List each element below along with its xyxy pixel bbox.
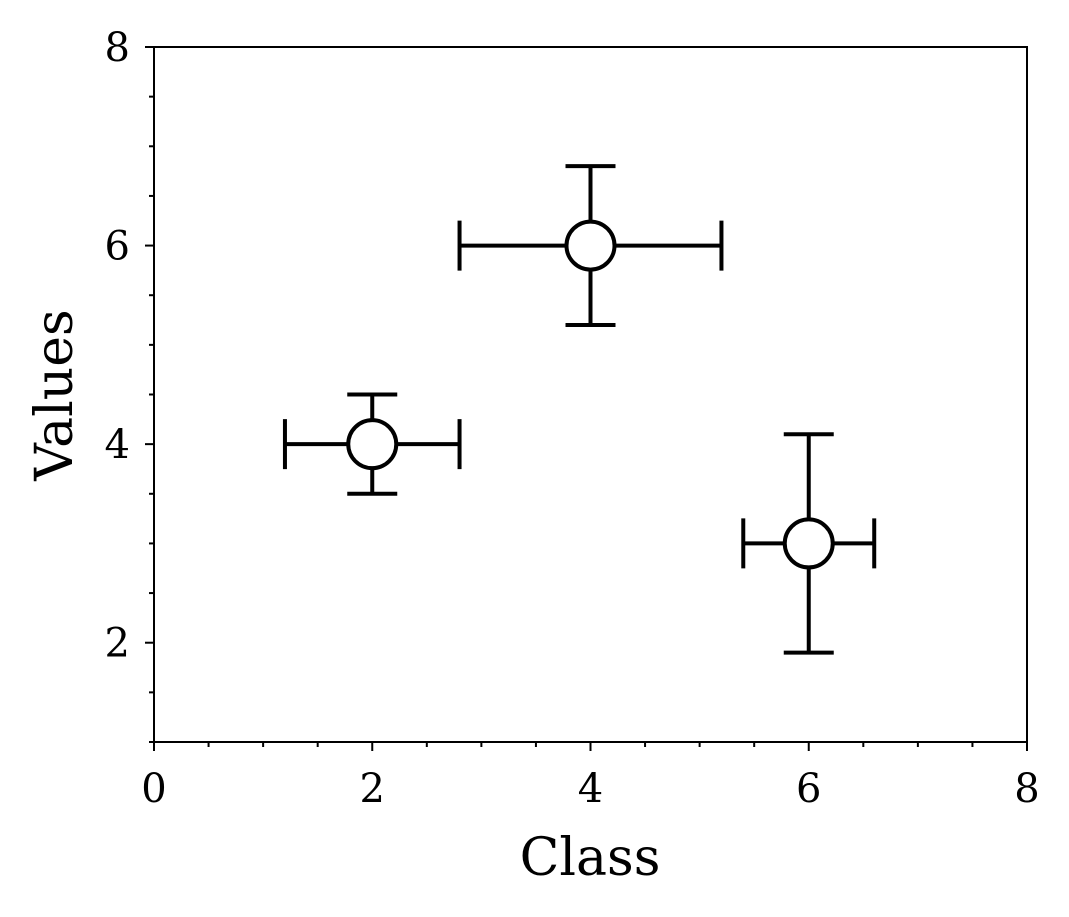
x-tick-label: 6 (796, 766, 821, 812)
y-tick-label: 8 (105, 25, 130, 71)
data-point-marker (346, 418, 399, 471)
markers-group (346, 219, 835, 570)
data-point-marker (564, 219, 617, 272)
x-tick-label: 8 (1014, 766, 1039, 812)
plot-frame (153, 46, 1028, 743)
y-axis-label: Values (25, 309, 85, 481)
y-tick-label: 2 (105, 621, 130, 667)
data-point-marker (782, 517, 835, 570)
x-tick-label: 0 (141, 766, 166, 812)
y-tick-label: 4 (105, 422, 130, 468)
x-tick-label: 4 (578, 766, 603, 812)
y-tick-label: 6 (105, 224, 130, 270)
ticks-group: 0 2 4 6 8 2 4 6 8 (105, 25, 1040, 812)
x-tick-label: 2 (360, 766, 385, 812)
plot-frame-group (153, 46, 1028, 743)
x-axis-label: Class (520, 828, 661, 888)
